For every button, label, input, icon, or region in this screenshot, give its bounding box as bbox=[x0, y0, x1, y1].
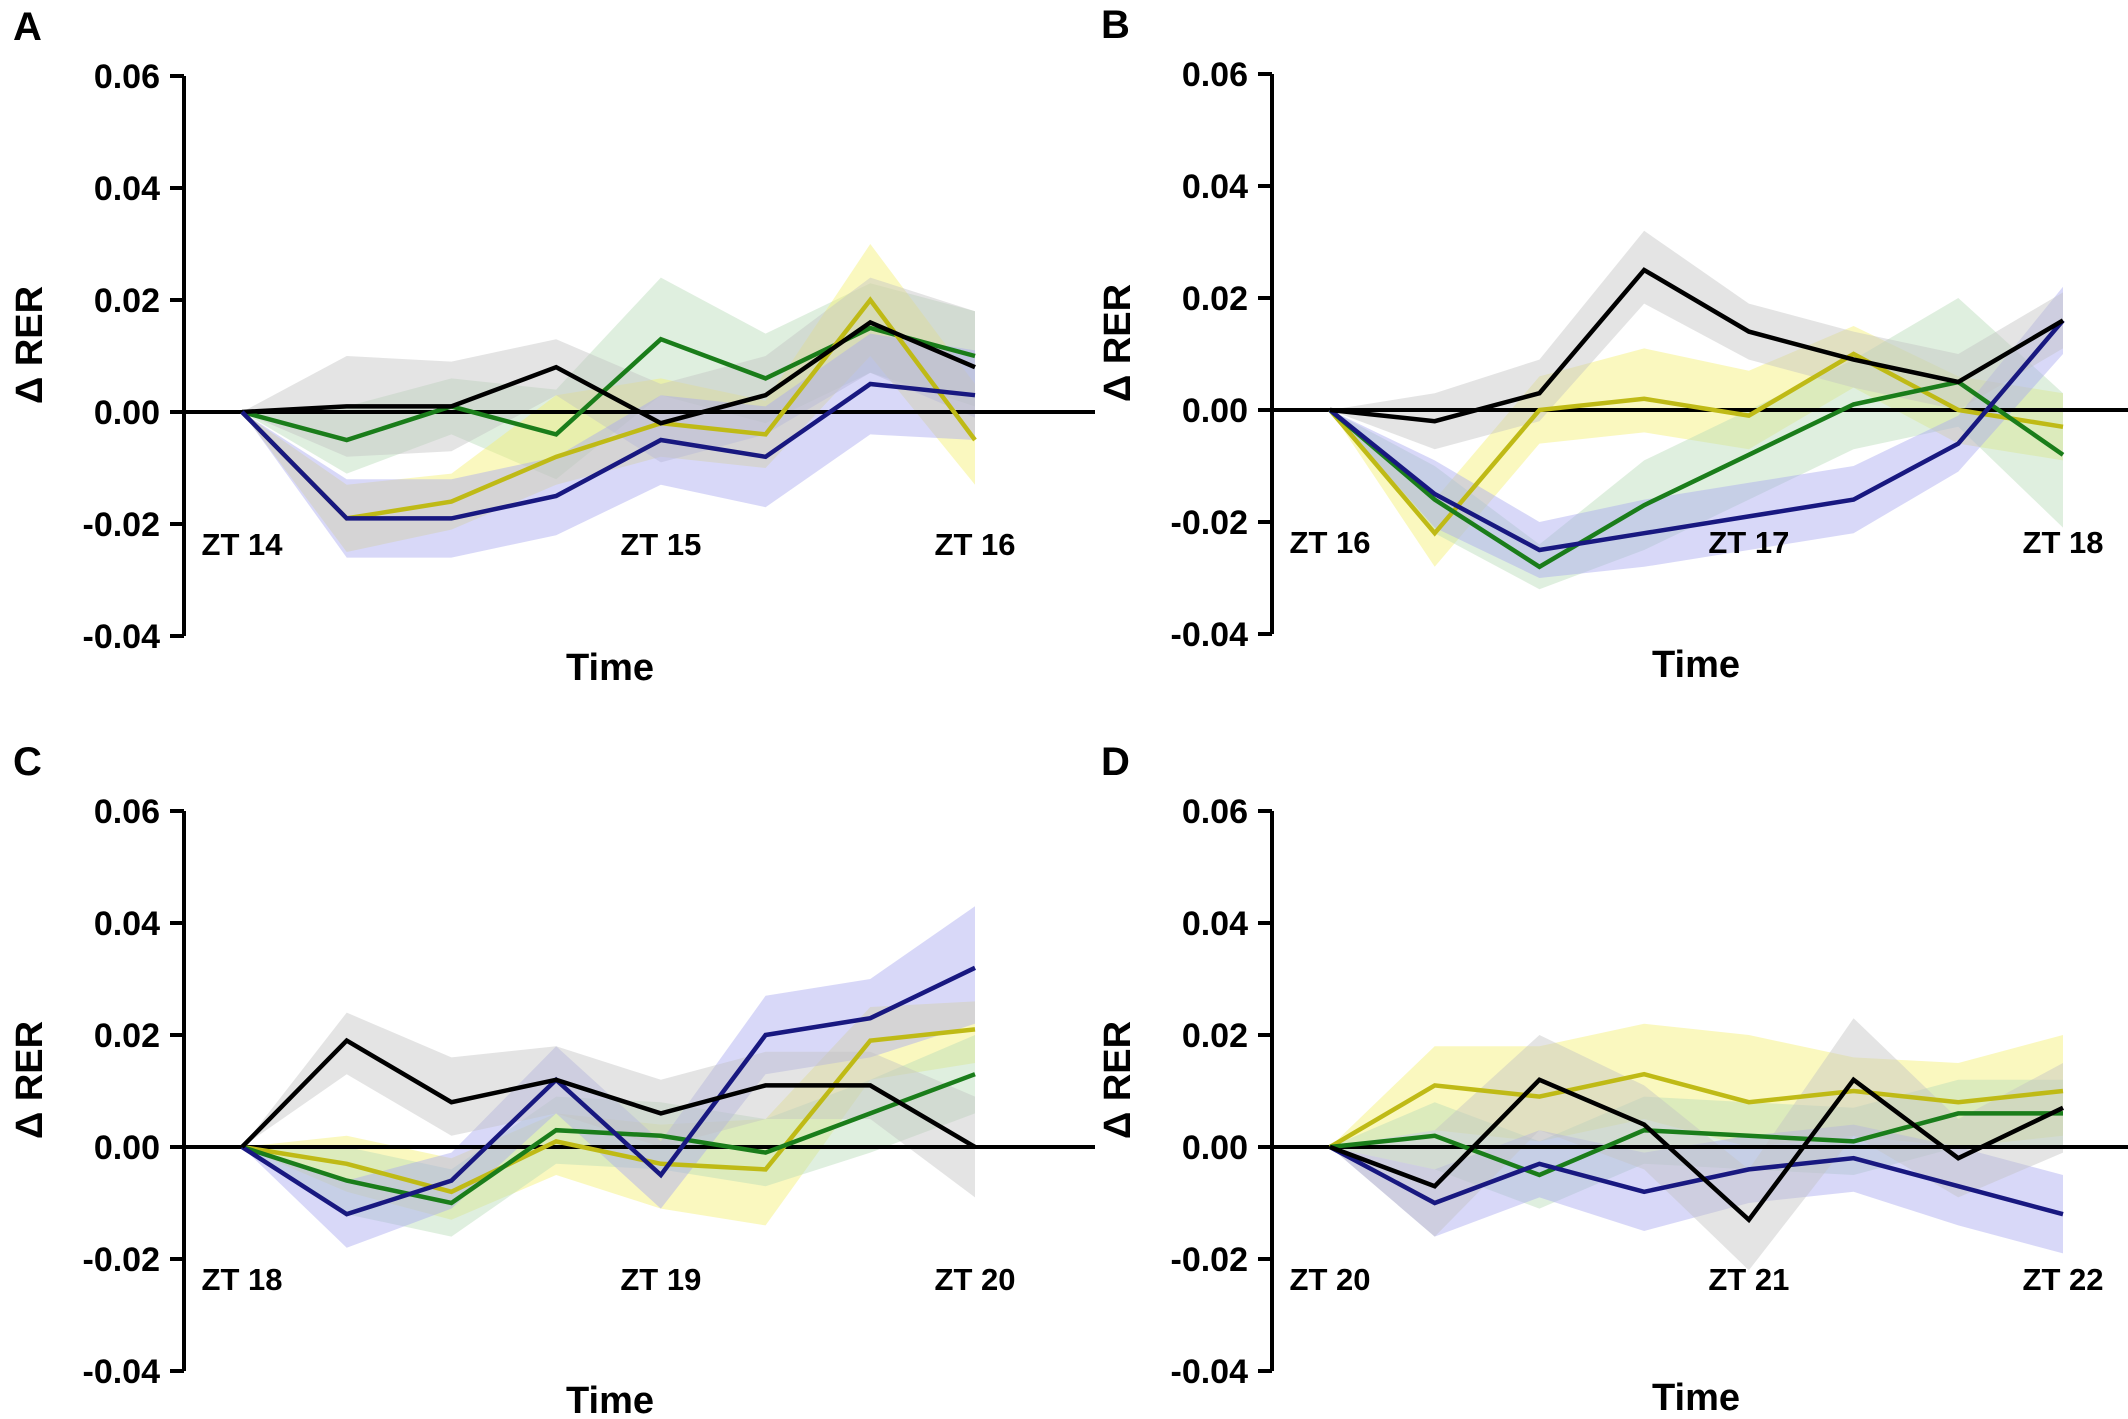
panel-b-line-black bbox=[1329, 267, 2065, 424]
panel-d-y-tick-label: 0.00 bbox=[1182, 1129, 1248, 1167]
panel-b-band-black bbox=[1330, 230, 2063, 450]
panel-d-plot: 0.06 0.04 0.02 0.00 -0.02 -0.04 ZT 20 ZT 21 ZT 2… bbox=[1171, 793, 2128, 1391]
panel-a-ylabel: Δ RER bbox=[9, 286, 51, 404]
panel-c: C Δ RER Time 0.06 0.04 0.02 0.00 -0.02 -0.04 Z… bbox=[9, 740, 1095, 1419]
panel-c-y-tick-label: 0.00 bbox=[94, 1129, 160, 1167]
panel-c-x-tick-label: ZT 19 bbox=[620, 1262, 701, 1297]
panel-d-y-tick-label: -0.04 bbox=[1171, 1353, 1249, 1391]
panel-c-plot: 0.06 0.04 0.02 0.00 -0.02 -0.04 ZT 18 ZT 19 ZT 2… bbox=[83, 793, 1095, 1391]
panel-d-line-black bbox=[1329, 1076, 2064, 1224]
panel-d-y-tick-label: -0.02 bbox=[1171, 1241, 1249, 1279]
panel-b-band-navy bbox=[1330, 286, 2063, 578]
panel-c-band-olive bbox=[242, 1001, 975, 1226]
panel-d-x-tick-label: ZT 20 bbox=[1290, 1262, 1371, 1297]
panel-d-x-tick-label: ZT 21 bbox=[1708, 1262, 1789, 1297]
panel-a-letter: A bbox=[13, 5, 42, 49]
panel-a-line-navy bbox=[240, 381, 976, 521]
panel-a-x-tick-label: ZT 16 bbox=[935, 527, 1016, 562]
panel-a-xlabel: Time bbox=[566, 647, 654, 689]
panel-a-y-tick-label: -0.04 bbox=[83, 618, 161, 656]
panel-d-y-tick-label: 0.06 bbox=[1182, 793, 1248, 831]
panel-c-x-tick-label: ZT 20 bbox=[935, 1262, 1016, 1297]
panel-a-x-tick-label: ZT 14 bbox=[202, 527, 284, 562]
panel-d-band-black bbox=[1330, 1018, 2063, 1271]
panel-a-plot: 0.06 0.04 0.02 0.00 -0.02 -0.04 ZT 14 ZT 15 ZT 1… bbox=[83, 58, 1095, 656]
panel-d-line-navy bbox=[1328, 1145, 2064, 1217]
panel-b-ylabel: Δ RER bbox=[1097, 284, 1139, 402]
panel-a-x-tick-label: ZT 15 bbox=[620, 527, 701, 562]
panel-c-xlabel: Time bbox=[566, 1380, 654, 1419]
panel-a-band-green bbox=[242, 277, 975, 480]
panel-c-line-navy bbox=[240, 965, 976, 1217]
panel-a-y-tick-label: -0.02 bbox=[83, 506, 161, 544]
panel-b-y-tick-label: 0.00 bbox=[1182, 392, 1248, 430]
panel-c-y-tick-label: -0.02 bbox=[83, 1241, 161, 1279]
panel-b-x-tick-label: ZT 18 bbox=[2023, 525, 2104, 560]
panel-d-line-green bbox=[1329, 1111, 2063, 1178]
panel-c-band-black bbox=[242, 1012, 975, 1198]
panel-d-xlabel: Time bbox=[1652, 1377, 1740, 1419]
panel-c-letter: C bbox=[13, 740, 42, 784]
panel-b-band-green bbox=[1330, 298, 2063, 590]
panel-a-line-black bbox=[241, 319, 976, 426]
panel-b-line-navy bbox=[1328, 318, 2065, 553]
panel-a-y-tick-label: 0.06 bbox=[94, 58, 160, 96]
panel-b-y-tick-label: 0.04 bbox=[1182, 168, 1248, 206]
panel-d-ylabel: Δ RER bbox=[1097, 1021, 1139, 1139]
panel-b-y-tick-label: 0.06 bbox=[1182, 56, 1248, 94]
panel-d-letter: D bbox=[1101, 740, 1130, 784]
panel-d-band-green bbox=[1330, 1079, 2063, 1209]
panel-c-line-black bbox=[240, 1037, 977, 1149]
panel-c-line-olive bbox=[241, 1027, 976, 1195]
panel-c-line-green bbox=[241, 1072, 976, 1206]
panel-c-y-tick-label: 0.04 bbox=[94, 905, 160, 943]
panel-a: A Δ RER Time 0.06 0.04 0.02 0.00 -0.02 -0.04 Z… bbox=[9, 5, 1095, 689]
panel-c-x-tick-label: ZT 18 bbox=[202, 1262, 283, 1297]
panel-d-band-olive bbox=[1330, 1023, 2063, 1147]
panel-d-x-tick-label: ZT 22 bbox=[2023, 1262, 2104, 1297]
panel-a-band-olive bbox=[242, 244, 975, 552]
panel-c-y-tick-label: 0.02 bbox=[94, 1017, 160, 1055]
panel-b-y-tick-label: -0.02 bbox=[1171, 504, 1249, 542]
panel-b-x-tick-label: ZT 17 bbox=[1708, 525, 1789, 560]
panel-d-y-tick-label: 0.04 bbox=[1182, 905, 1248, 943]
panel-b: B Δ RER Time 0.06 0.04 0.02 0.00 -0.02 -0.04 Z… bbox=[1097, 3, 2128, 686]
panel-d-band-navy bbox=[1330, 1124, 2063, 1254]
panel-d-line-olive bbox=[1328, 1071, 2064, 1149]
panel-b-line-green bbox=[1328, 379, 2065, 570]
panel-a-y-tick-label: 0.04 bbox=[94, 170, 160, 208]
panel-a-y-tick-label: 0.02 bbox=[94, 282, 160, 320]
panel-c-band-navy bbox=[242, 906, 975, 1248]
panel-b-letter: B bbox=[1101, 3, 1130, 47]
panel-b-y-tick-label: 0.02 bbox=[1182, 280, 1248, 318]
panel-a-y-tick-label: 0.00 bbox=[94, 394, 160, 432]
panel-a-line-olive bbox=[240, 296, 977, 521]
panel-b-band-olive bbox=[1330, 326, 2063, 567]
panel-b-x-tick-label: ZT 16 bbox=[1290, 525, 1371, 560]
panel-c-y-tick-label: -0.04 bbox=[83, 1353, 161, 1391]
panel-d: D Δ RER Time 0.06 0.04 0.02 0.00 -0.02 -0.04 Z… bbox=[1097, 740, 2128, 1419]
panel-d-y-tick-label: 0.02 bbox=[1182, 1017, 1248, 1055]
panel-b-xlabel: Time bbox=[1652, 644, 1740, 686]
panel-c-ylabel: Δ RER bbox=[9, 1021, 51, 1139]
panel-c-y-tick-label: 0.06 bbox=[94, 793, 160, 831]
panel-b-plot: 0.06 0.04 0.02 0.00 -0.02 -0.04 ZT 16 ZT 17 ZT 1… bbox=[1171, 56, 2128, 654]
panel-b-y-tick-label: -0.04 bbox=[1171, 616, 1249, 654]
panel-a-band-navy bbox=[242, 333, 975, 558]
